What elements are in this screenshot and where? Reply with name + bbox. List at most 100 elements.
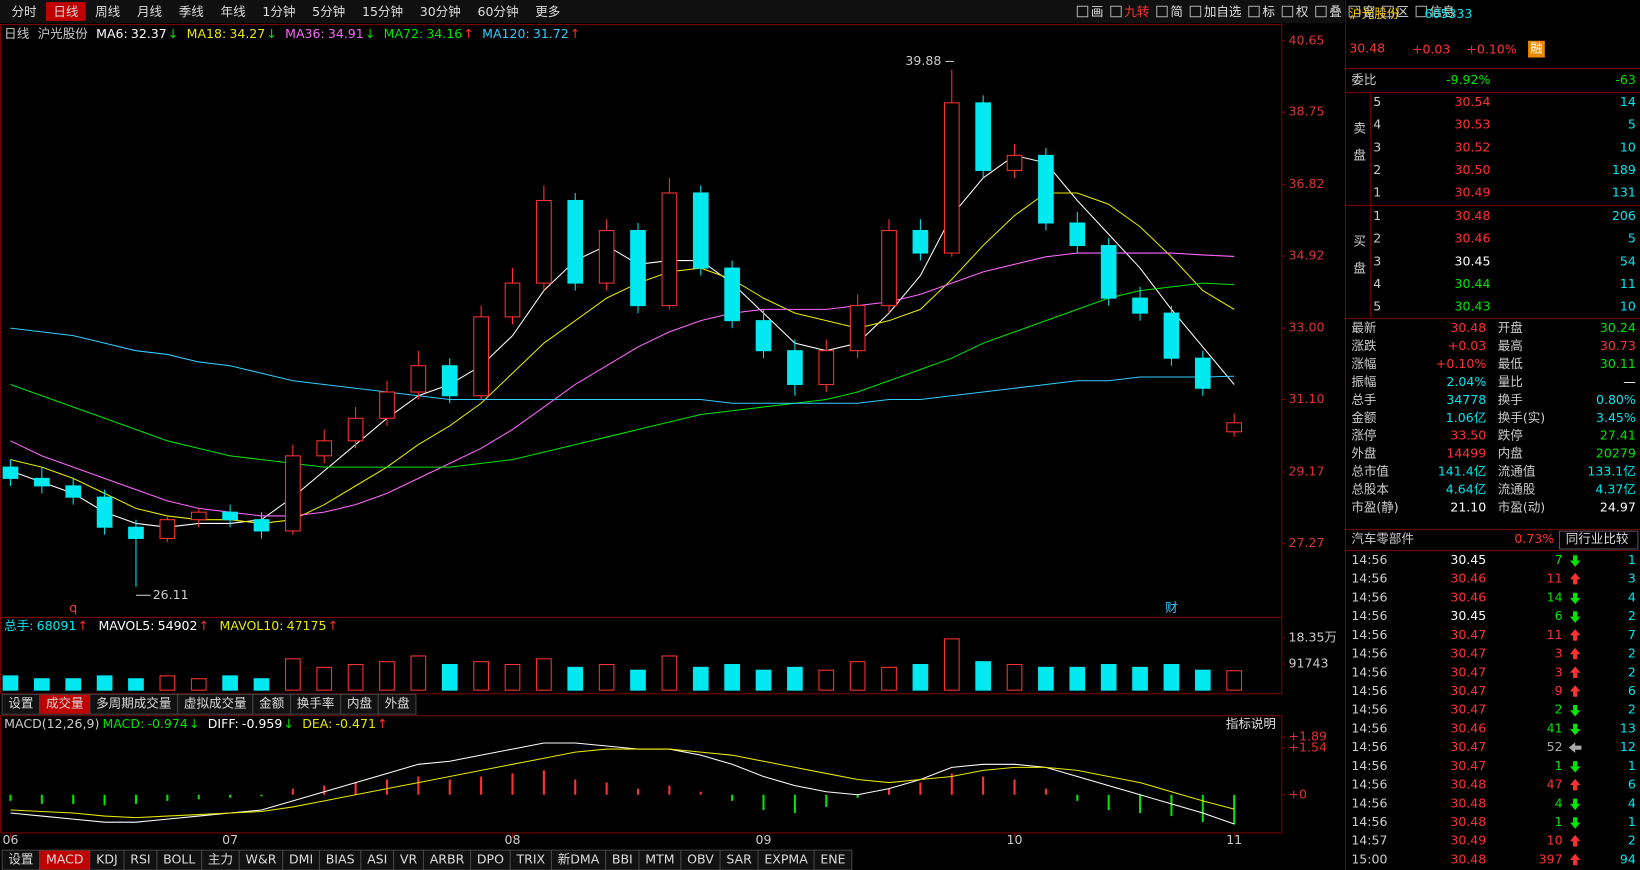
stat-value: 33.50 (1450, 428, 1486, 443)
book-volume: 14 (1620, 94, 1636, 109)
trade-volume: 52 (1547, 739, 1563, 754)
low-label: 26.11 (153, 587, 189, 602)
macd-legend-label: MACD(12,26,9) (4, 716, 99, 731)
trade-time: 14:56 (1351, 646, 1387, 661)
volume-bar (943, 638, 960, 691)
candle-body (504, 282, 521, 318)
volume-bar (504, 663, 521, 691)
candle-body (975, 102, 992, 171)
trade-time: 14:56 (1351, 571, 1387, 586)
trade-volume: 14 (1547, 589, 1563, 604)
stat-value: 30.24 (1600, 320, 1636, 335)
volume-bar (190, 678, 207, 691)
trade-price: 30.47 (1450, 646, 1486, 661)
high-label: 39.88 (905, 53, 941, 68)
trade-price: 30.45 (1450, 608, 1486, 623)
tool-icon[interactable] (1281, 5, 1294, 18)
trade-time: 14:56 (1351, 739, 1387, 754)
indicator-tab-label: VR (400, 852, 418, 867)
volume-bar (222, 675, 238, 691)
volume-bar (410, 655, 427, 691)
indicator-tab-label: MACD (46, 852, 84, 867)
tool-icon[interactable] (1076, 5, 1089, 18)
tool-icon[interactable] (1248, 5, 1260, 18)
indicator-tab-label: BOLL (163, 852, 195, 867)
ma-line (10, 192, 1235, 524)
trade-volume: 7 (1555, 552, 1563, 567)
indicator-tab[interactable] (377, 693, 417, 715)
trade-price: 30.46 (1450, 720, 1486, 735)
trade-arrow (1569, 723, 1581, 736)
candle-body (943, 102, 960, 254)
book-price: 30.54 (1455, 94, 1491, 109)
y-tick-label: 38.75 (1289, 104, 1325, 119)
period-tab[interactable] (45, 2, 86, 21)
candle-body (316, 440, 333, 457)
stat-label: 涨幅 (1351, 356, 1376, 371)
tool-icon[interactable] (1156, 5, 1168, 18)
stat-label: 开盘 (1498, 320, 1523, 335)
macd-legend-arrow: ↓ (283, 716, 294, 731)
book-level: 3 (1373, 139, 1381, 154)
candle-body (692, 192, 709, 269)
stock-code: 605333 (1425, 6, 1473, 21)
tool-icon[interactable] (1382, 5, 1394, 18)
macd-diff-line (10, 742, 1235, 825)
candle-body (1194, 357, 1211, 389)
trade-volume: 10 (1547, 833, 1563, 848)
ma-legend-value: 34.27 (229, 26, 265, 41)
trade-time: 14:56 (1351, 608, 1387, 623)
volume-bar (1069, 666, 1086, 691)
tool-icon[interactable] (1110, 5, 1122, 18)
macd-legend-arrow: ↓ (189, 716, 200, 731)
trade-price: 30.47 (1450, 664, 1486, 679)
ma-legend-label: MA36: (285, 26, 325, 41)
trade-count: 2 (1628, 646, 1636, 661)
tool-icon[interactable] (1189, 5, 1202, 18)
trade-count: 6 (1628, 777, 1636, 792)
volume-bar (473, 661, 489, 691)
stat-value: 141.4亿 (1438, 464, 1486, 479)
indicator-tab-label: BIAS (326, 852, 355, 867)
trade-arrow (1569, 685, 1581, 697)
book-level: 3 (1373, 253, 1381, 268)
trade-count: 2 (1628, 664, 1636, 679)
candle-body (881, 229, 897, 307)
trade-price: 30.45 (1450, 552, 1486, 567)
trade-volume: 41 (1547, 720, 1563, 735)
stat-value: 14499 (1446, 446, 1486, 461)
indicator-tab-label: OBV (687, 852, 714, 867)
stat-value: 27.41 (1600, 428, 1636, 443)
tool-icon[interactable] (1415, 5, 1428, 18)
trade-arrow (1569, 834, 1581, 847)
tool-label: 画 (1091, 4, 1104, 19)
volume-bar (65, 678, 82, 691)
stat-value: +0.10% (1436, 356, 1486, 371)
period-tab-label: 年线 (221, 4, 247, 19)
volume-bar (818, 669, 835, 691)
book-volume: 5 (1628, 117, 1636, 132)
tool-label: 简 (1170, 4, 1183, 19)
month-label: 07 (222, 832, 238, 847)
buy-label: 买盘 (1351, 234, 1366, 288)
tool-icon[interactable] (1348, 5, 1361, 18)
trade-volume: 6 (1555, 608, 1563, 623)
compare-button[interactable] (1558, 530, 1639, 550)
period-tab-label: 季线 (179, 4, 205, 19)
trade-time: 15:00 (1351, 851, 1387, 866)
indicator-tab-label: 换手率 (297, 696, 335, 711)
ma-line (10, 327, 1235, 404)
indicator-tab-label: W&R (246, 852, 277, 867)
stat-label: 换手 (1498, 392, 1523, 407)
trade-time: 14:56 (1351, 627, 1387, 642)
volume-bar (1100, 663, 1117, 691)
sector-pct: 0.73% (1514, 531, 1554, 546)
trade-volume: 2 (1555, 702, 1563, 717)
indicator-tab[interactable] (813, 849, 853, 870)
indicator-tab-label: 设置 (8, 852, 33, 867)
stat-value: 3.45% (1596, 410, 1636, 425)
trade-arrow (1569, 647, 1581, 660)
tool-icon[interactable] (1315, 5, 1327, 18)
volume-bar (881, 666, 897, 691)
